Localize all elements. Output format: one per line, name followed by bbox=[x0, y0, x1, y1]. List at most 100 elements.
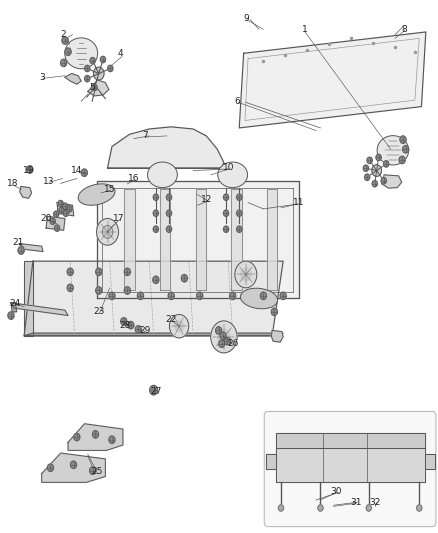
Text: 26: 26 bbox=[226, 340, 238, 348]
Text: 7: 7 bbox=[141, 132, 148, 140]
Circle shape bbox=[366, 157, 371, 164]
Circle shape bbox=[217, 329, 230, 344]
Circle shape bbox=[278, 505, 283, 511]
Ellipse shape bbox=[78, 184, 115, 205]
Circle shape bbox=[371, 165, 381, 176]
Circle shape bbox=[109, 436, 115, 443]
Circle shape bbox=[236, 210, 241, 216]
Polygon shape bbox=[107, 127, 223, 168]
Circle shape bbox=[85, 76, 90, 82]
Text: 2: 2 bbox=[61, 30, 66, 39]
Circle shape bbox=[62, 203, 67, 209]
Circle shape bbox=[92, 431, 98, 438]
Text: 11: 11 bbox=[292, 198, 304, 207]
Circle shape bbox=[380, 177, 385, 184]
Circle shape bbox=[383, 161, 388, 167]
Polygon shape bbox=[46, 216, 65, 230]
Circle shape bbox=[223, 194, 228, 200]
Polygon shape bbox=[124, 189, 134, 290]
Polygon shape bbox=[96, 181, 298, 298]
Polygon shape bbox=[159, 189, 170, 290]
Circle shape bbox=[67, 206, 72, 212]
Polygon shape bbox=[265, 454, 275, 469]
Circle shape bbox=[27, 166, 33, 173]
Circle shape bbox=[398, 156, 404, 164]
Circle shape bbox=[127, 321, 134, 329]
Polygon shape bbox=[57, 203, 74, 216]
Polygon shape bbox=[11, 303, 17, 312]
Circle shape bbox=[223, 210, 228, 216]
Circle shape bbox=[62, 37, 68, 44]
Polygon shape bbox=[424, 454, 434, 469]
Circle shape bbox=[196, 292, 202, 300]
Circle shape bbox=[95, 287, 102, 294]
Circle shape bbox=[153, 210, 158, 216]
Circle shape bbox=[59, 207, 64, 214]
Polygon shape bbox=[11, 303, 68, 316]
Circle shape bbox=[53, 211, 59, 217]
Text: 6: 6 bbox=[233, 97, 240, 106]
Polygon shape bbox=[20, 244, 43, 252]
Circle shape bbox=[229, 292, 235, 300]
Circle shape bbox=[149, 385, 157, 395]
Polygon shape bbox=[381, 175, 401, 188]
Polygon shape bbox=[24, 333, 283, 336]
Circle shape bbox=[279, 292, 286, 300]
Polygon shape bbox=[195, 189, 206, 290]
Circle shape bbox=[218, 340, 224, 348]
Circle shape bbox=[95, 268, 102, 276]
Polygon shape bbox=[239, 32, 425, 128]
Polygon shape bbox=[24, 261, 33, 336]
Circle shape bbox=[54, 225, 60, 231]
Circle shape bbox=[371, 181, 377, 187]
Text: 24: 24 bbox=[10, 300, 21, 308]
Circle shape bbox=[93, 67, 104, 80]
Text: 13: 13 bbox=[42, 177, 54, 185]
Circle shape bbox=[92, 84, 97, 91]
Polygon shape bbox=[275, 448, 424, 482]
Circle shape bbox=[402, 146, 408, 153]
Text: 16: 16 bbox=[128, 174, 139, 183]
Circle shape bbox=[317, 505, 322, 511]
Text: 25: 25 bbox=[91, 467, 102, 476]
Circle shape bbox=[224, 337, 230, 345]
Text: 27: 27 bbox=[150, 387, 161, 396]
Circle shape bbox=[18, 247, 24, 254]
Text: 29: 29 bbox=[139, 326, 150, 335]
Ellipse shape bbox=[240, 288, 277, 309]
Text: 22: 22 bbox=[165, 316, 177, 324]
Ellipse shape bbox=[376, 136, 408, 165]
Circle shape bbox=[153, 226, 158, 232]
Circle shape bbox=[236, 194, 241, 200]
Text: 15: 15 bbox=[104, 185, 115, 193]
Text: 28: 28 bbox=[119, 321, 131, 329]
Circle shape bbox=[67, 268, 73, 276]
Circle shape bbox=[65, 48, 71, 55]
Polygon shape bbox=[271, 330, 283, 342]
Circle shape bbox=[223, 226, 228, 232]
Circle shape bbox=[166, 226, 171, 232]
Circle shape bbox=[60, 59, 67, 67]
Circle shape bbox=[271, 308, 277, 316]
Text: 3: 3 bbox=[39, 73, 45, 82]
Circle shape bbox=[153, 194, 158, 200]
Circle shape bbox=[63, 210, 68, 216]
Circle shape bbox=[124, 287, 130, 294]
Circle shape bbox=[166, 194, 171, 200]
Text: 17: 17 bbox=[113, 214, 124, 223]
Circle shape bbox=[102, 225, 113, 238]
Circle shape bbox=[8, 312, 14, 319]
Circle shape bbox=[399, 136, 405, 143]
Text: 23: 23 bbox=[93, 308, 104, 316]
Circle shape bbox=[90, 58, 95, 64]
Circle shape bbox=[109, 292, 115, 300]
Circle shape bbox=[174, 321, 183, 332]
Polygon shape bbox=[42, 453, 105, 482]
Circle shape bbox=[364, 174, 369, 180]
Text: 1: 1 bbox=[301, 25, 307, 34]
Circle shape bbox=[215, 327, 221, 334]
Circle shape bbox=[89, 467, 95, 474]
Text: 9: 9 bbox=[242, 14, 248, 23]
Text: 21: 21 bbox=[12, 238, 23, 247]
Circle shape bbox=[67, 284, 73, 292]
